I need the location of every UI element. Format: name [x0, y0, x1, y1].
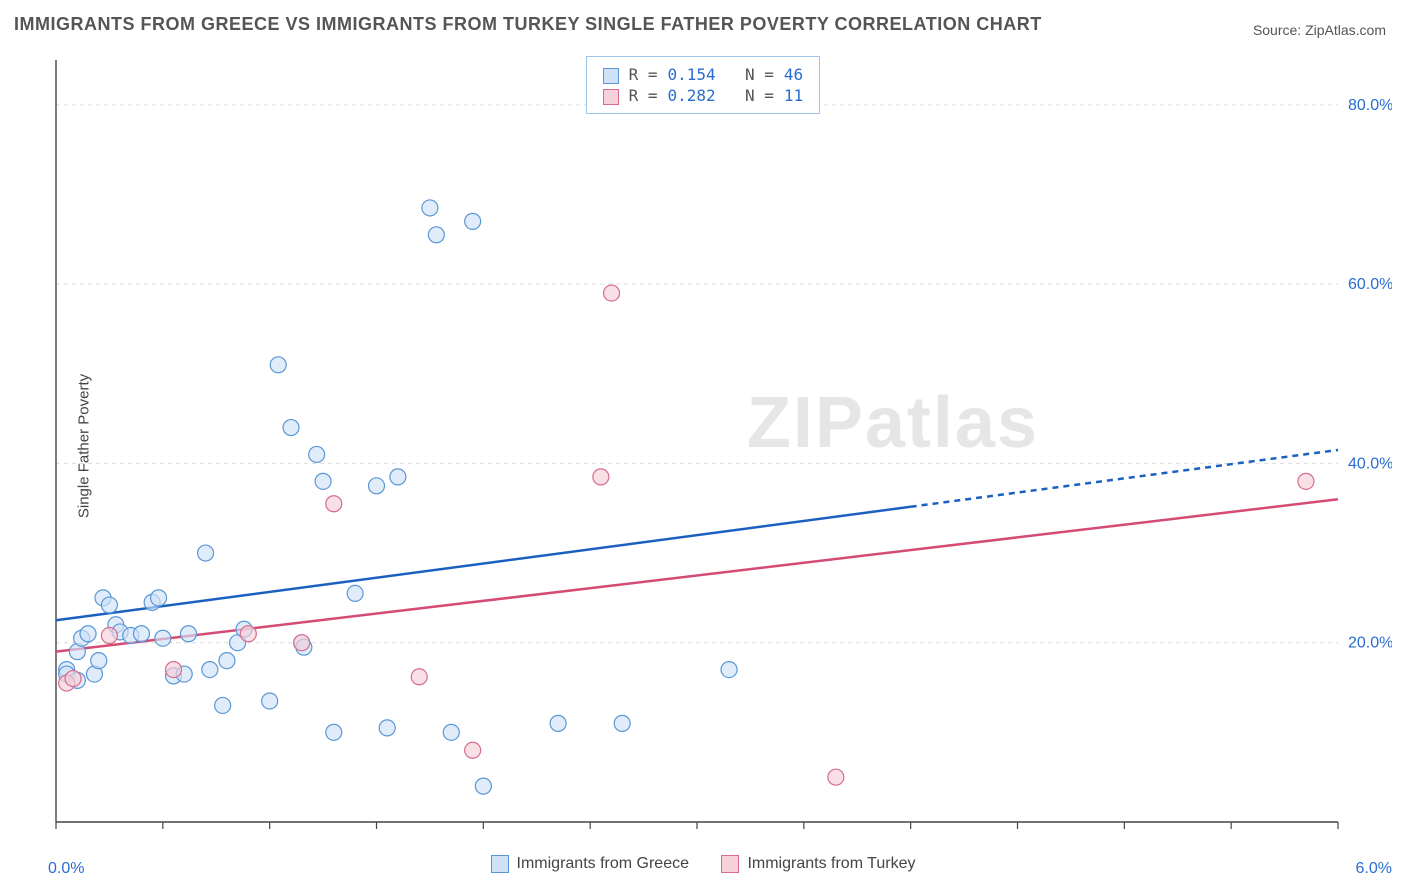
n-value-greece: 46	[780, 65, 807, 84]
svg-text:20.0%: 20.0%	[1348, 635, 1392, 652]
r-value-greece: 0.154	[664, 65, 720, 84]
n-value-turkey: 11	[780, 86, 807, 105]
plot-area: 20.0%40.0%60.0%80.0% ZIPatlas R =0.154 N…	[48, 54, 1392, 836]
swatch-turkey	[603, 89, 619, 105]
svg-text:80.0%: 80.0%	[1348, 97, 1392, 114]
legend-swatch-turkey	[721, 855, 739, 873]
chart-title: IMMIGRANTS FROM GREECE VS IMMIGRANTS FRO…	[14, 14, 1042, 35]
stats-row-turkey: R =0.282 N =11	[599, 86, 808, 105]
scatter-plot-svg: 20.0% 40.0% 60.0% 80.0%	[48, 54, 1392, 836]
stats-row-greece: R =0.154 N =46	[599, 65, 808, 84]
legend-swatch-greece	[491, 855, 509, 873]
legend-item-turkey: Immigrants from Turkey	[721, 855, 915, 873]
r-value-turkey: 0.282	[664, 86, 720, 105]
legend: Immigrants from Greece Immigrants from T…	[0, 855, 1406, 878]
svg-text:60.0%: 60.0%	[1348, 276, 1392, 293]
source-prefix: Source:	[1253, 22, 1305, 38]
source-attribution: Source: ZipAtlas.com	[1253, 22, 1386, 38]
swatch-greece	[603, 68, 619, 84]
svg-text:40.0%: 40.0%	[1348, 455, 1392, 472]
correlation-stats-box: R =0.154 N =46 R =0.282 N =11	[586, 56, 821, 114]
source-link[interactable]: ZipAtlas.com	[1305, 22, 1386, 38]
legend-item-greece: Immigrants from Greece	[491, 855, 689, 873]
legend-label-greece: Immigrants from Greece	[517, 855, 689, 873]
legend-label-turkey: Immigrants from Turkey	[747, 855, 915, 873]
